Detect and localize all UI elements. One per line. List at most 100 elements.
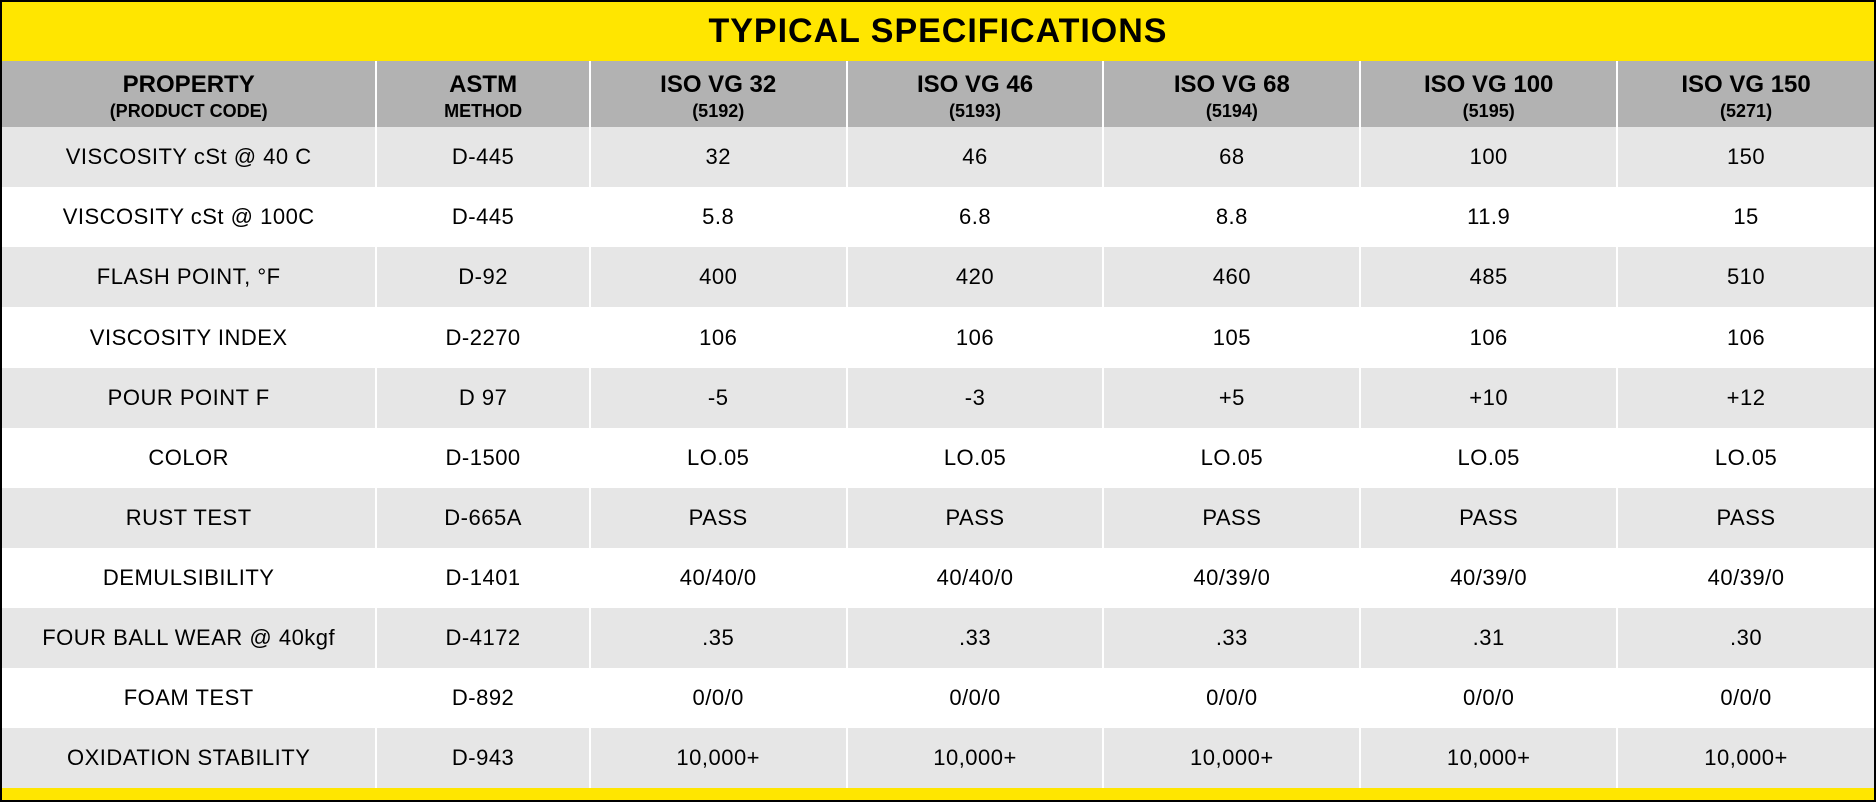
col-header-sub: (5192)	[597, 101, 840, 122]
cell: 40/40/0	[847, 548, 1104, 608]
table-row: VISCOSITY cSt @ 100CD-4455.86.88.811.915	[2, 187, 1874, 247]
table-title: TYPICAL SPECIFICATIONS	[2, 2, 1874, 61]
cell: LO.05	[590, 428, 847, 488]
cell: 10,000+	[1360, 728, 1617, 788]
cell: +5	[1103, 368, 1360, 428]
col-header-sub: (PRODUCT CODE)	[8, 101, 369, 122]
cell: 10,000+	[1103, 728, 1360, 788]
cell: 40/39/0	[1617, 548, 1874, 608]
cell: D-665A	[376, 488, 589, 548]
table-row: FOAM TESTD-8920/0/00/0/00/0/00/0/00/0/0	[2, 668, 1874, 728]
col-header-vg100: ISO VG 100 (5195)	[1360, 61, 1617, 127]
cell: 8.8	[1103, 187, 1360, 247]
cell: .30	[1617, 608, 1874, 668]
cell: COLOR	[2, 428, 376, 488]
spec-table: PROPERTY (PRODUCT CODE) ASTM METHOD ISO …	[2, 61, 1874, 788]
col-header-main: ISO VG 32	[660, 71, 776, 98]
cell: LO.05	[1360, 428, 1617, 488]
col-header-sub: METHOD	[383, 101, 582, 122]
table-row: RUST TESTD-665APASSPASSPASSPASSPASS	[2, 488, 1874, 548]
table-row: FLASH POINT, °FD-92400420460485510	[2, 247, 1874, 307]
cell: 10,000+	[847, 728, 1104, 788]
cell: 400	[590, 247, 847, 307]
cell: PASS	[1360, 488, 1617, 548]
cell: 0/0/0	[590, 668, 847, 728]
col-header-main: ISO VG 46	[917, 71, 1033, 98]
col-header-sub: (5193)	[854, 101, 1097, 122]
cell: FOAM TEST	[2, 668, 376, 728]
cell: 106	[1617, 307, 1874, 367]
cell: 100	[1360, 127, 1617, 187]
cell: OXIDATION STABILITY	[2, 728, 376, 788]
cell: VISCOSITY cSt @ 100C	[2, 187, 376, 247]
cell: 0/0/0	[1617, 668, 1874, 728]
cell: 106	[590, 307, 847, 367]
table-row: VISCOSITY INDEXD-2270106106105106106	[2, 307, 1874, 367]
cell: D-445	[376, 127, 589, 187]
cell: .31	[1360, 608, 1617, 668]
table-row: VISCOSITY cSt @ 40 CD-445324668100150	[2, 127, 1874, 187]
cell: D-2270	[376, 307, 589, 367]
cell: -5	[590, 368, 847, 428]
cell: D-1401	[376, 548, 589, 608]
col-header-main: ASTM	[449, 71, 517, 98]
cell: +12	[1617, 368, 1874, 428]
cell: 40/39/0	[1103, 548, 1360, 608]
col-header-property: PROPERTY (PRODUCT CODE)	[2, 61, 376, 127]
cell: 68	[1103, 127, 1360, 187]
cell: LO.05	[1617, 428, 1874, 488]
col-header-main: ISO VG 100	[1424, 71, 1553, 98]
cell: 40/39/0	[1360, 548, 1617, 608]
cell: POUR POINT F	[2, 368, 376, 428]
col-header-vg150: ISO VG 150 (5271)	[1617, 61, 1874, 127]
cell: DEMULSIBILITY	[2, 548, 376, 608]
cell: D-892	[376, 668, 589, 728]
cell: 105	[1103, 307, 1360, 367]
spec-table-container: TYPICAL SPECIFICATIONS PROPERTY (PRODUCT…	[0, 0, 1876, 802]
cell: 510	[1617, 247, 1874, 307]
cell: 15	[1617, 187, 1874, 247]
col-header-vg32: ISO VG 32 (5192)	[590, 61, 847, 127]
cell: 5.8	[590, 187, 847, 247]
cell: 485	[1360, 247, 1617, 307]
cell: 106	[847, 307, 1104, 367]
cell: D-1500	[376, 428, 589, 488]
table-row: COLORD-1500LO.05LO.05LO.05LO.05LO.05	[2, 428, 1874, 488]
cell: 10,000+	[1617, 728, 1874, 788]
table-row: OXIDATION STABILITYD-94310,000+10,000+10…	[2, 728, 1874, 788]
col-header-vg46: ISO VG 46 (5193)	[847, 61, 1104, 127]
col-header-sub: (5195)	[1367, 101, 1610, 122]
cell: 460	[1103, 247, 1360, 307]
cell: RUST TEST	[2, 488, 376, 548]
cell: 40/40/0	[590, 548, 847, 608]
cell: -3	[847, 368, 1104, 428]
table-row: POUR POINT FD 97-5-3+5+10+12	[2, 368, 1874, 428]
cell: D-943	[376, 728, 589, 788]
cell: 11.9	[1360, 187, 1617, 247]
cell: 10,000+	[590, 728, 847, 788]
cell: .35	[590, 608, 847, 668]
cell: 0/0/0	[1360, 668, 1617, 728]
cell: PASS	[1103, 488, 1360, 548]
cell: +10	[1360, 368, 1617, 428]
cell: D-92	[376, 247, 589, 307]
col-header-sub: (5194)	[1110, 101, 1353, 122]
cell: D-4172	[376, 608, 589, 668]
cell: 46	[847, 127, 1104, 187]
cell: PASS	[847, 488, 1104, 548]
cell: FLASH POINT, °F	[2, 247, 376, 307]
cell: .33	[847, 608, 1104, 668]
cell: 0/0/0	[847, 668, 1104, 728]
cell: PASS	[1617, 488, 1874, 548]
cell: 0/0/0	[1103, 668, 1360, 728]
col-header-sub: (5271)	[1624, 101, 1868, 122]
cell: D 97	[376, 368, 589, 428]
col-header-vg68: ISO VG 68 (5194)	[1103, 61, 1360, 127]
cell: .33	[1103, 608, 1360, 668]
cell: LO.05	[1103, 428, 1360, 488]
cell: 32	[590, 127, 847, 187]
col-header-main: ISO VG 68	[1174, 71, 1290, 98]
cell: 150	[1617, 127, 1874, 187]
table-row: FOUR BALL WEAR @ 40kgfD-4172.35.33.33.31…	[2, 608, 1874, 668]
col-header-main: ISO VG 150	[1681, 71, 1810, 98]
